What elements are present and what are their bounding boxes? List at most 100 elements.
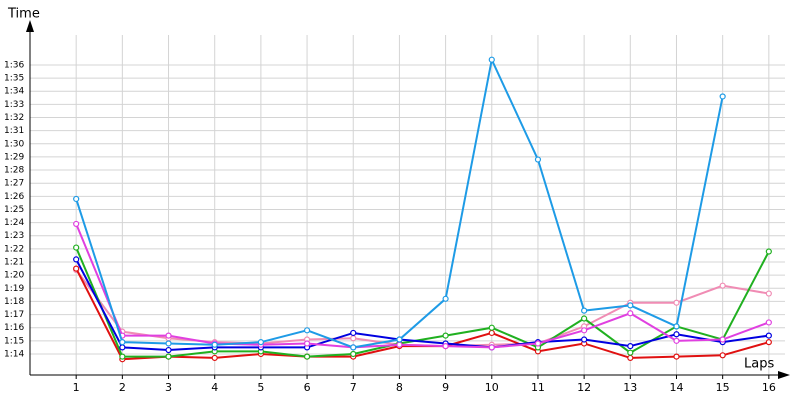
point [719,336,726,343]
grid [30,35,785,375]
series-line [75,258,769,352]
point [350,344,357,351]
point [488,344,495,351]
point [165,346,172,354]
point [73,244,80,251]
point [350,335,357,342]
point [627,342,634,350]
y-tick-label: 1:19 [4,284,24,294]
y-tick-label: 1:15 [4,336,24,346]
point [303,327,311,334]
x-tick-label: 7 [350,381,357,394]
point [673,299,680,306]
point [627,349,634,356]
point [303,340,311,347]
point [581,336,588,343]
x-tick-label: 13 [623,381,637,394]
point [119,353,126,360]
x-tick-label: 3 [165,381,172,394]
y-tick-label: 1:14 [4,349,24,359]
point [211,341,218,348]
y-tick-label: 1:29 [4,152,24,162]
x-tick-label: 12 [577,381,591,394]
point [442,295,449,302]
point [165,340,172,347]
x-tick-label: 15 [716,381,730,394]
point [627,302,634,309]
x-tick-label: 4 [211,381,218,394]
point [765,319,772,326]
x-tick-label: 10 [485,381,499,394]
y-tick-label: 1:23 [4,231,24,241]
point [350,329,357,337]
point [488,324,495,331]
point [211,354,218,362]
point [627,354,634,362]
point [488,56,495,63]
point [350,350,357,358]
point [673,353,680,360]
point [719,282,726,289]
x-tick-label: 16 [762,381,776,394]
point [719,93,726,100]
y-axis-arrow [26,20,34,32]
y-tick-label: 1:36 [4,60,24,70]
y-tick-label: 1:35 [4,74,24,84]
x-tick-label: 14 [669,381,683,394]
point [673,323,680,330]
y-tick-label: 1:24 [4,218,24,228]
y-tick-label: 1:32 [4,113,24,123]
point [165,353,172,360]
point [534,156,542,163]
y-tick-label: 1:17 [4,310,24,320]
point [673,337,680,344]
y-tick-label: 1:31 [4,126,24,136]
y-tick-label: 1:22 [4,244,24,254]
point [765,290,772,297]
y-tick-label: 1:34 [4,87,24,97]
x-axis-title: Laps [744,357,774,372]
y-tick-label: 1:30 [4,139,24,149]
y-tick-label: 1:21 [4,258,24,268]
point [765,339,772,346]
point [73,256,80,263]
x-tick-label: 2 [119,381,126,394]
point [396,341,403,348]
point [488,329,495,337]
point [581,315,588,322]
point [442,332,449,339]
point [765,248,772,255]
y-tick-label: 1:25 [4,205,24,215]
point [396,336,403,343]
point [303,353,311,360]
x-tick-label: 9 [442,381,449,394]
series-line [75,223,770,349]
point [581,327,588,334]
point [581,307,588,314]
point [119,344,126,351]
point [73,220,80,228]
point [119,339,126,346]
x-tick-label: 8 [396,381,403,394]
point [719,352,726,359]
point [673,331,680,338]
point [442,342,449,350]
x-tick-label: 6 [304,381,311,394]
point [257,339,264,346]
y-tick-label: 1:27 [4,179,24,189]
y-tick-label: 1:18 [4,297,24,307]
x-tick-label: 5 [257,381,264,394]
x-tick-label: 11 [531,381,545,394]
x-tick-label: 1 [73,381,80,394]
y-tick-label: 1:20 [4,271,24,281]
x-axis-arrow [778,371,790,379]
point [534,340,542,347]
point [165,332,172,339]
point [73,265,80,272]
point [627,310,634,317]
point [73,195,80,203]
y-tick-label: 1:28 [4,166,24,176]
y-tick-label: 1:16 [4,323,24,333]
y-tick-label: 1:26 [4,192,24,202]
